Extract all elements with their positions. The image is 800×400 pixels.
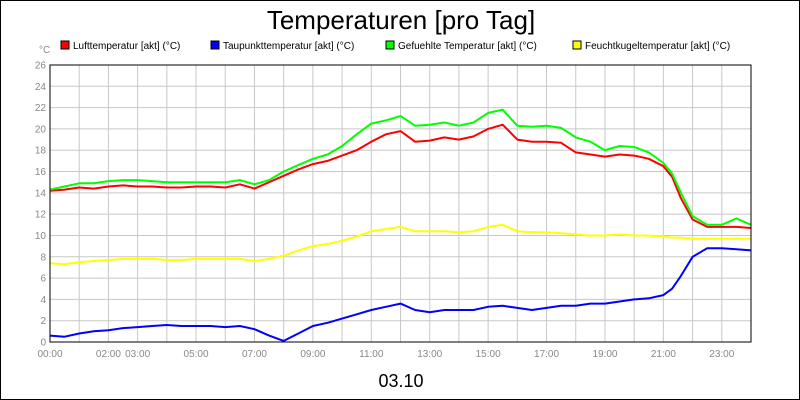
chart-legend: Lufttemperatur [akt] (°C) Taupunkttempera… — [60, 40, 730, 52]
legend-label-3: Gefuehlte Temperatur [akt] (°C) — [398, 41, 537, 52]
series-line-1 — [49, 123, 752, 229]
x-tick-label: 23:00 — [709, 349, 734, 360]
x-tick-label: 11:00 — [359, 349, 384, 360]
x-tick-label: 07:00 — [242, 349, 267, 360]
y-tick-label: 2 — [40, 316, 46, 327]
legend-swatch-2 — [210, 40, 220, 50]
y-tick-label: 24 — [35, 82, 47, 93]
legend-swatch-1 — [60, 40, 70, 50]
y-tick-label: 16 — [35, 167, 47, 178]
y-tick-label: 20 — [35, 124, 47, 135]
x-tick-label: 17:00 — [534, 349, 559, 360]
date-label: 03.10 — [378, 371, 423, 391]
legend-label-2: Taupunkttemperatur [akt] (°C) — [223, 41, 354, 52]
y-tick-label: 10 — [35, 231, 47, 242]
y-tick-label: 12 — [35, 210, 47, 221]
legend-label-4: Feuchtkugeltemperatur [akt] (°C) — [585, 41, 730, 52]
chart-series — [49, 108, 752, 342]
chart-title: Temperaturen [pro Tag] — [267, 5, 535, 35]
x-axis-ticks: 00:00 02:00 03:00 05:00 07:00 09:00 11:00 13:00… — [37, 349, 734, 360]
y-tick-label: 0 — [40, 338, 46, 349]
x-tick-label: 05:00 — [184, 349, 209, 360]
y-tick-label: 22 — [35, 103, 47, 114]
y-tick-label: 18 — [35, 146, 47, 157]
y-tick-label: 14 — [35, 188, 47, 199]
series-line-2 — [49, 247, 752, 342]
x-tick-label: 21:00 — [651, 349, 676, 360]
x-tick-label: 00:00 — [37, 349, 62, 360]
x-tick-label: 13:00 — [417, 349, 442, 360]
y-tick-label: 6 — [40, 274, 46, 285]
y-tick-label: 4 — [40, 295, 46, 306]
y-axis-unit-label: °C — [39, 45, 50, 56]
x-tick-label: 15:00 — [476, 349, 501, 360]
y-tick-label: 26 — [35, 61, 47, 72]
legend-swatch-4 — [572, 40, 582, 50]
series-line-3 — [49, 108, 752, 226]
x-tick-label: 02:00 — [96, 349, 121, 360]
x-tick-label: 19:00 — [592, 349, 617, 360]
chart-grid — [49, 64, 752, 343]
plot-area-border — [49, 64, 752, 343]
legend-swatch-3 — [385, 40, 395, 50]
x-tick-label: 09:00 — [300, 349, 325, 360]
y-tick-label: 8 — [40, 252, 46, 263]
series-line-4 — [49, 223, 751, 266]
legend-label-1: Lufttemperatur [akt] (°C) — [73, 41, 180, 52]
x-tick-label: 03:00 — [125, 349, 150, 360]
